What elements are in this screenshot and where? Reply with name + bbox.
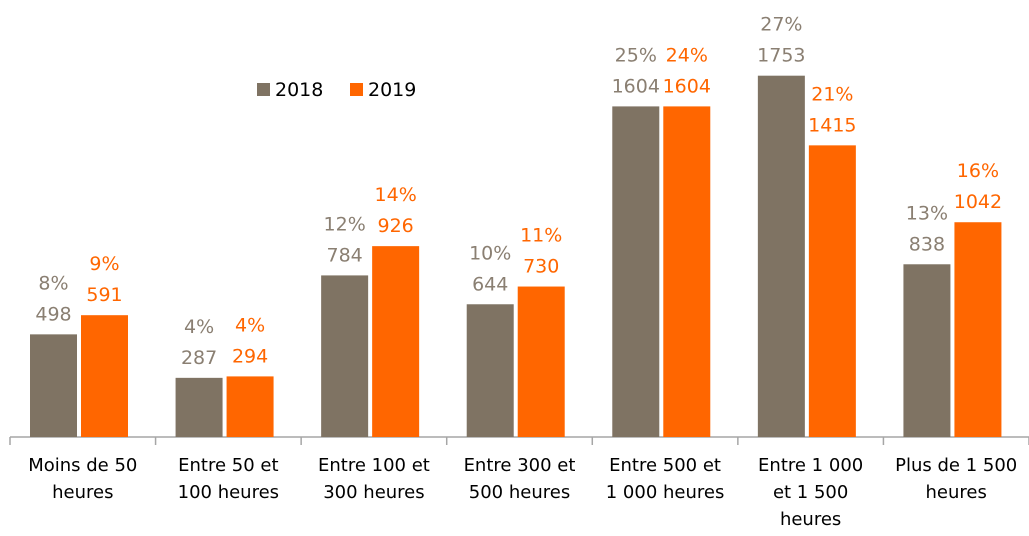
legend-label: 2018 — [275, 79, 323, 101]
percent-label: 13% — [906, 202, 948, 224]
value-label: 1415 — [808, 114, 856, 136]
legend-swatch — [350, 83, 363, 96]
bar — [903, 264, 951, 437]
value-label: 294 — [232, 345, 268, 367]
bar — [175, 377, 223, 437]
value-label: 1753 — [757, 45, 805, 67]
percent-label: 14% — [375, 184, 417, 206]
x-tick-label: Moins de 50 heures — [28, 455, 138, 503]
value-label: 287 — [181, 347, 217, 369]
bar — [466, 304, 514, 437]
bar — [517, 286, 565, 437]
bar — [757, 75, 805, 437]
bar — [954, 222, 1002, 437]
percent-label: 16% — [957, 160, 999, 182]
value-label: 644 — [472, 273, 508, 295]
value-label: 1604 — [663, 75, 711, 97]
bar — [321, 275, 369, 437]
bar — [663, 106, 711, 438]
percent-label: 4% — [184, 316, 214, 338]
x-tick-label: Entre 300 et 500 heures — [463, 455, 576, 503]
value-label: 1604 — [612, 75, 660, 97]
percent-label: 12% — [324, 213, 366, 235]
percent-label: 27% — [760, 14, 802, 36]
bar — [81, 315, 128, 437]
bar — [226, 376, 274, 437]
percent-label: 10% — [469, 242, 511, 264]
bar — [808, 145, 856, 437]
x-tick-label: Plus de 1 500 heures — [895, 455, 1018, 503]
value-label: 1042 — [954, 191, 1002, 213]
value-label: 498 — [35, 303, 71, 325]
x-tick-label: Entre 100 et 300 heures — [317, 455, 430, 503]
percent-label: 24% — [666, 44, 708, 66]
percent-label: 4% — [235, 314, 265, 336]
value-label: 838 — [909, 233, 945, 255]
percent-label: 21% — [811, 83, 853, 105]
legend-swatch — [257, 83, 270, 96]
x-tick-label: Entre 500 et 1 000 heures — [605, 455, 725, 503]
bar — [30, 334, 77, 437]
value-label: 591 — [86, 284, 122, 306]
percent-label: 11% — [520, 225, 562, 247]
value-label: 730 — [523, 256, 559, 278]
x-tick-label: Entre 50 et 100 heures — [177, 455, 280, 503]
percent-label: 9% — [89, 253, 119, 275]
value-label: 784 — [327, 244, 363, 266]
value-label: 926 — [378, 215, 414, 237]
bar — [612, 106, 660, 438]
legend-label: 2019 — [368, 79, 416, 101]
percent-label: 25% — [615, 44, 657, 66]
percent-label: 8% — [38, 272, 68, 294]
bar — [372, 246, 420, 437]
x-tick-label: Entre 1 000 et 1 500 heures — [758, 455, 864, 530]
